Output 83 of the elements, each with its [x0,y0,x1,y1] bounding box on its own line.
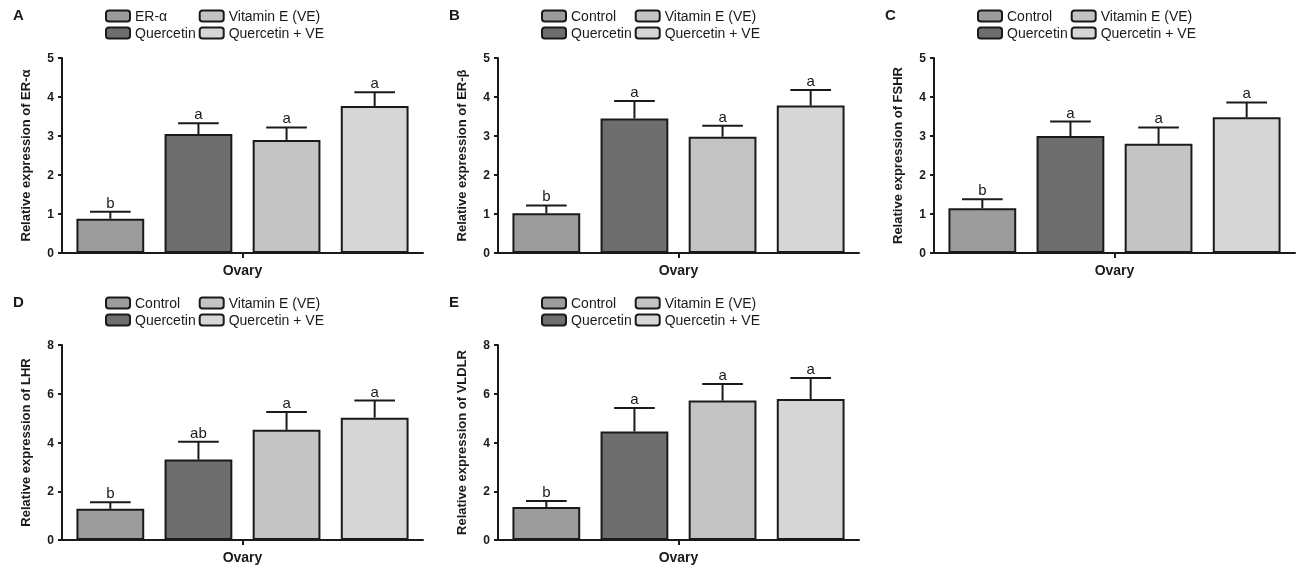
legend-label: Control [571,8,617,24]
y-tick-label: 4 [483,90,491,104]
y-axis-title: Relative expression of ER-β [454,69,469,242]
chart-title: E [449,293,460,310]
data-label: a [1242,84,1252,102]
chart-title: A [13,6,24,23]
y-tick-label: 0 [47,246,55,260]
y-axis-title: Relative expression of VLDLR [454,349,469,535]
legend-label: Quercetin [135,25,196,41]
y-tick-label: 2 [919,168,927,182]
data-label: ab [190,423,207,441]
y-tick-label: 1 [919,207,927,221]
legend-label: Vitamin E (VE) [1100,8,1193,24]
x-tick-label: Ovary [1094,262,1135,278]
legend-label: Quercetin + VE [664,25,761,41]
x-tick-label: Ovary [658,549,699,565]
y-tick-label: 3 [47,129,55,143]
y-tick-label: 0 [483,533,491,547]
y-tick-label: 2 [483,168,491,182]
data-label: a [806,359,816,377]
y-tick-label: 8 [47,338,55,352]
y-tick-label: 0 [483,246,491,260]
legend-label: Vitamin E (VE) [664,8,757,24]
legend-label: Quercetin + VE [664,312,761,328]
data-label: a [370,74,380,92]
data-label: b [542,483,551,500]
legend-label: Quercetin + VE [228,25,325,41]
y-tick-label: 4 [47,90,55,104]
data-label: a [806,71,816,89]
legend-label: ER-α [135,8,168,24]
y-axis-title: Relative expression of FSHR [890,66,905,244]
y-tick-label: 8 [483,338,491,352]
legend-label: Control [135,295,181,311]
y-tick-label: 0 [919,246,927,260]
x-tick-label: Ovary [222,549,263,565]
y-tick-label: 2 [47,168,55,182]
data-label: a [630,82,640,100]
data-label: a [718,107,728,125]
y-tick-label: 5 [47,51,55,65]
data-label: a [282,109,292,127]
chart-title: C [885,6,896,23]
y-tick-label: 4 [47,435,55,450]
y-tick-label: 4 [483,435,491,450]
data-label: a [630,389,640,407]
legend-label: Vitamin E (VE) [228,8,321,24]
y-axis-title: Relative expression of ER-α [18,69,33,242]
data-label: b [542,187,551,205]
legend-label: Quercetin [1007,25,1068,41]
data-label: b [106,193,115,211]
chart-title: D [13,293,24,310]
data-label: a [1066,103,1076,121]
data-label: a [282,394,292,412]
legend-label: Quercetin + VE [1100,25,1197,41]
y-tick-label: 5 [483,51,491,65]
y-axis-title: Relative expression of LHR [18,357,33,527]
legend-label: Quercetin [571,312,632,328]
data-label: a [1154,109,1164,127]
y-tick-label: 2 [47,484,55,499]
y-tick-label: 2 [483,484,491,499]
data-label: a [718,366,728,383]
y-tick-label: 1 [483,207,491,221]
y-tick-label: 3 [919,129,927,143]
y-tick-label: 0 [47,533,55,547]
data-label: b [106,484,115,502]
legend-label: Control [1007,8,1053,24]
legend-label: Quercetin + VE [228,312,325,328]
y-tick-label: 6 [47,386,55,401]
legend-label: Vitamin E (VE) [664,295,757,311]
legend-label: Quercetin [571,25,632,41]
y-tick-label: 3 [483,129,491,143]
data-label: a [194,105,204,123]
y-tick-label: 6 [483,386,491,401]
data-label: b [978,181,987,199]
y-tick-label: 5 [919,51,927,65]
x-tick-label: Ovary [222,262,263,278]
legend-label: Vitamin E (VE) [228,295,321,311]
x-tick-label: Ovary [658,262,699,278]
data-label: a [370,382,380,400]
y-tick-label: 4 [919,90,927,104]
legend-label: Quercetin [135,312,196,328]
y-tick-label: 1 [47,207,55,221]
chart-title: B [449,6,460,23]
legend-label: Control [571,295,617,311]
